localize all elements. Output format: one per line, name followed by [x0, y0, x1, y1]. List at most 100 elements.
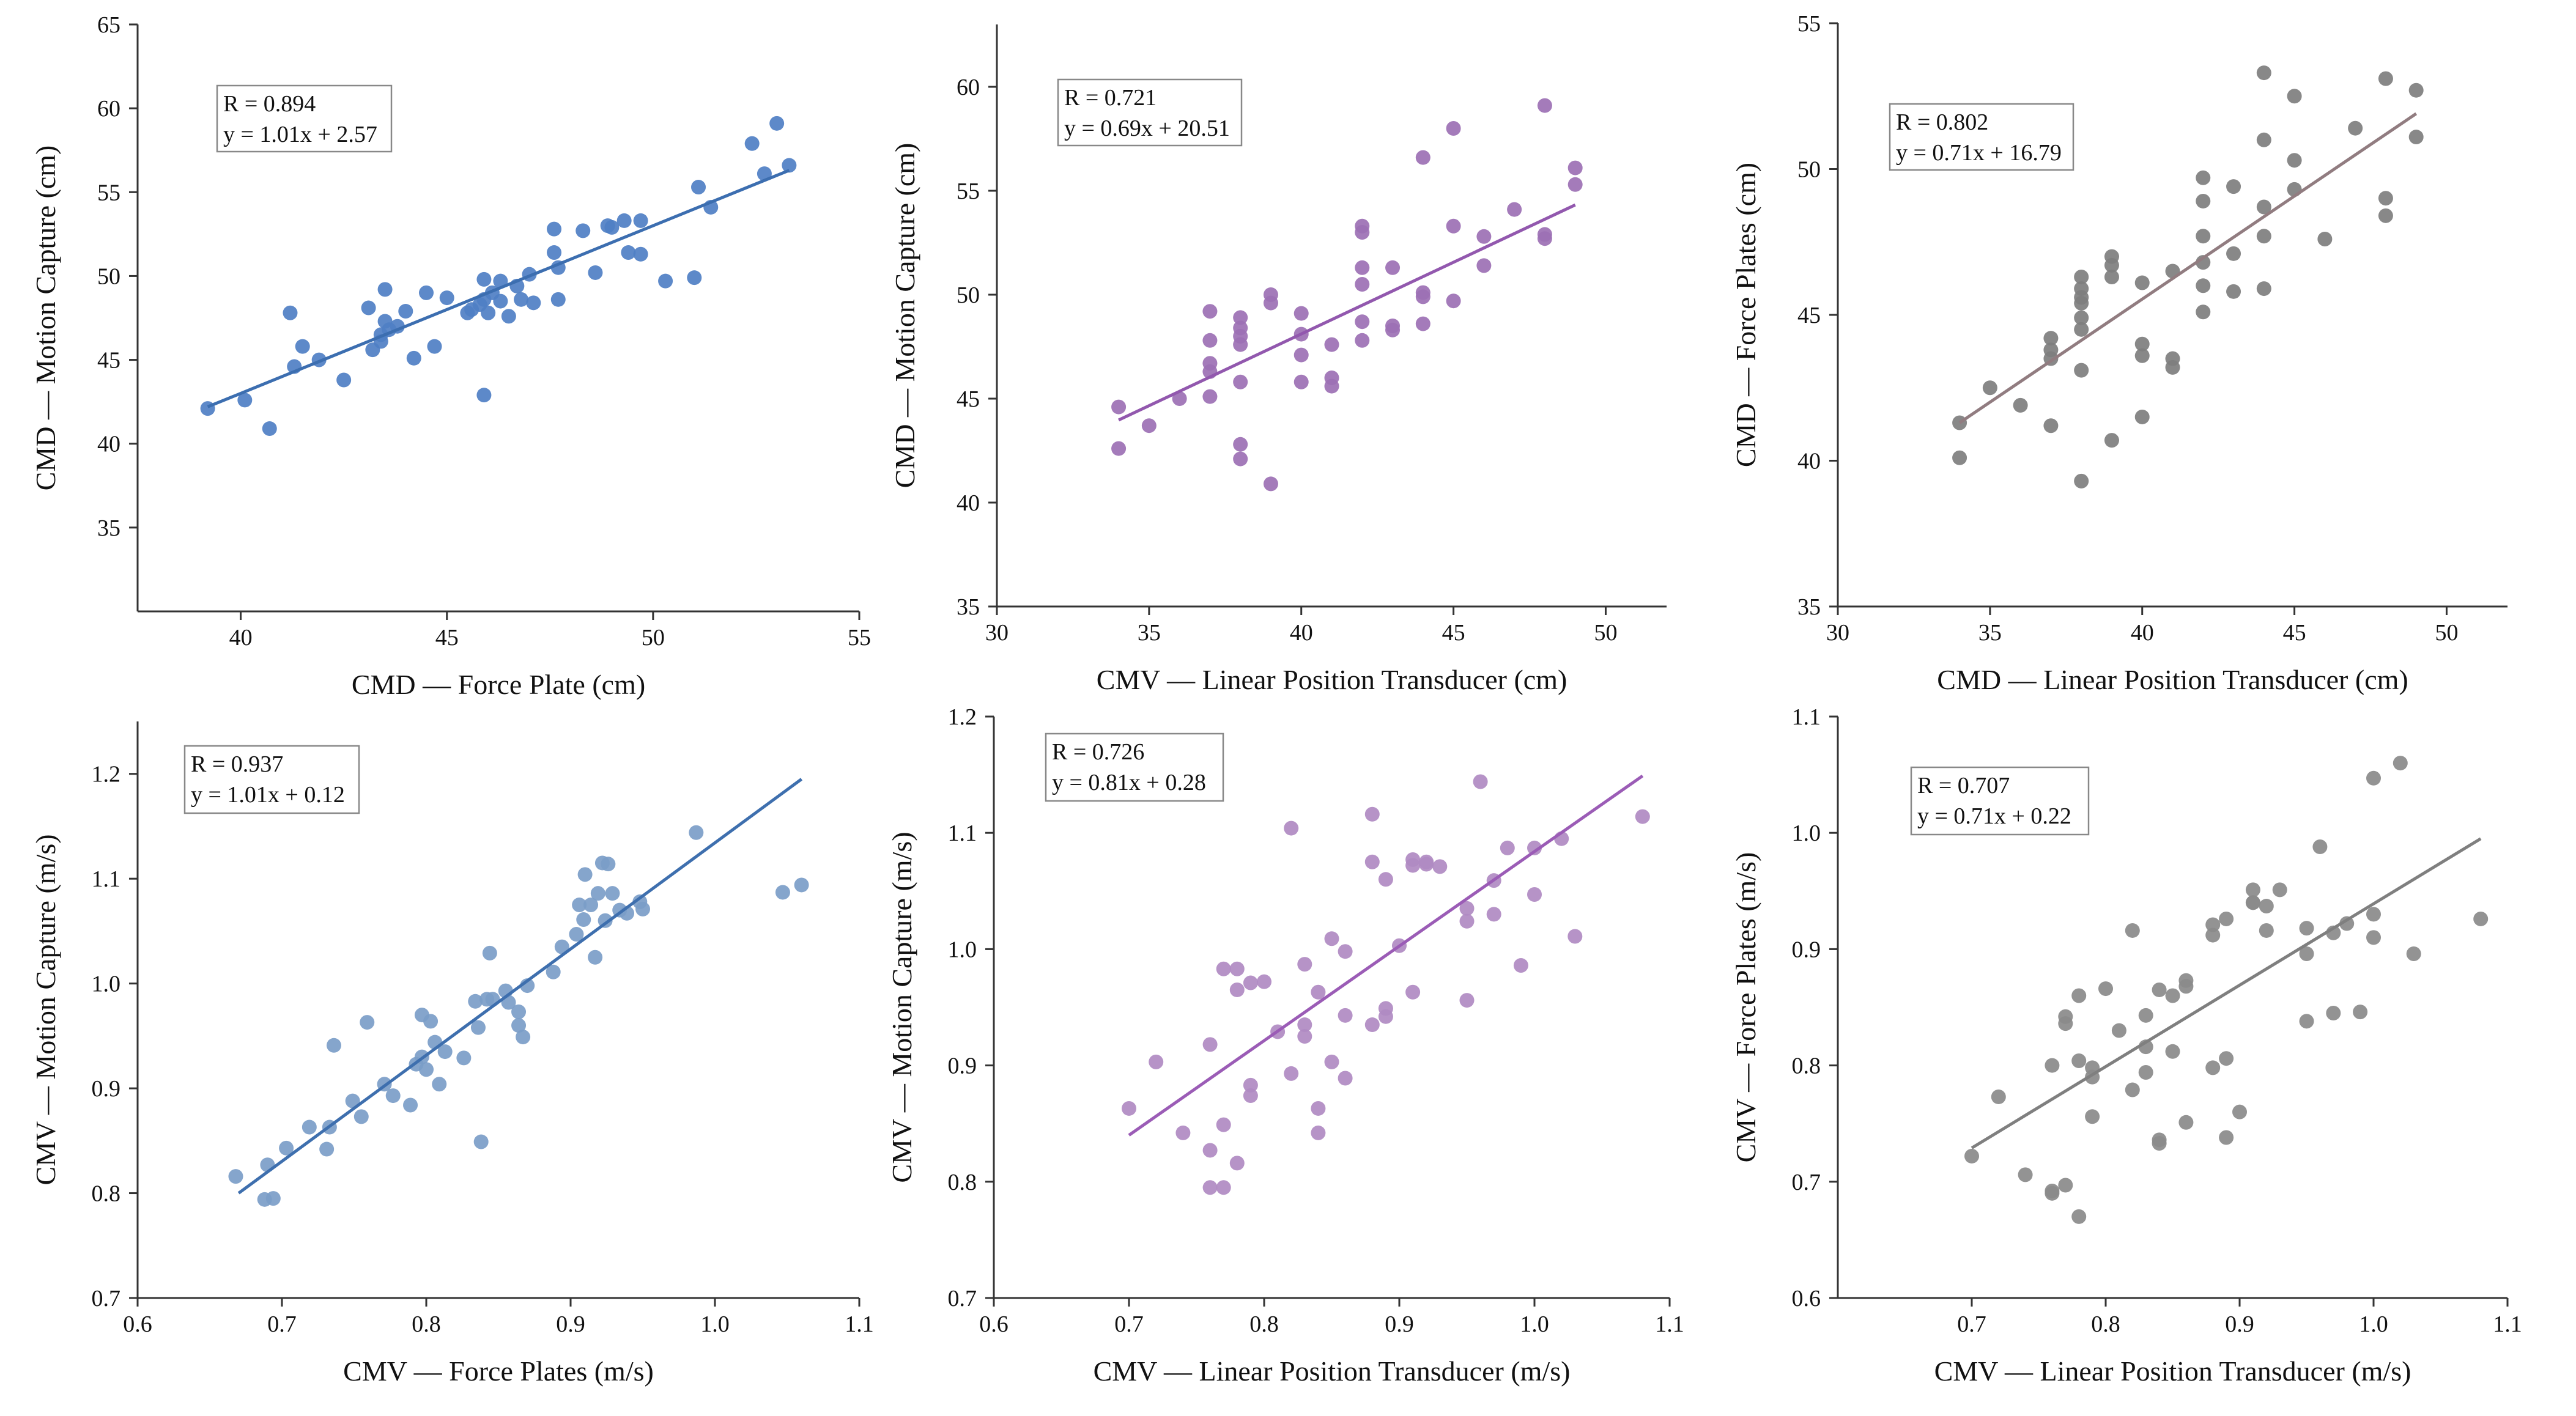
scatter-point [1537, 231, 1552, 246]
scatter-point [2378, 71, 2393, 86]
scatter-point [2353, 1005, 2368, 1020]
x-tick-label: 0.7 [267, 1311, 297, 1337]
scatter-point [2074, 295, 2089, 311]
scatter-point [633, 246, 648, 262]
scatter-point [598, 913, 613, 928]
equation-label: y = 0.81x + 0.28 [1052, 770, 1206, 795]
x-tick-label: 0.8 [1249, 1311, 1279, 1337]
scatter-point [769, 116, 785, 131]
y-tick-label: 50 [97, 264, 120, 289]
x-tick-label: 45 [2283, 620, 2306, 646]
scatter-point [2152, 1136, 2167, 1151]
correlation-label: R = 0.721 [1064, 85, 1157, 111]
chart-svg: 40 45 50 55 35 40 45 50 55 60 65 CMD — Force Plate … [30, 12, 871, 700]
correlation-label: R = 0.802 [1896, 109, 1988, 135]
scatter-point [423, 1014, 439, 1029]
scatter-point [2104, 257, 2119, 273]
scatter-point [1202, 1037, 1218, 1052]
scatter-point [1257, 974, 1271, 989]
x-axis-title: CMV — Force Plates (m/s) [343, 1355, 654, 1387]
x-tick-label: 1.1 [845, 1311, 874, 1337]
y-tick-label: 1.1 [948, 820, 977, 846]
x-tick-label: 0.9 [1385, 1311, 1414, 1337]
scatter-point [2226, 179, 2241, 194]
chart-svg: 0.6 0.7 0.8 0.9 1.0 1.10.70.80.91.01.11.2CMV … [30, 721, 874, 1387]
scatter-point [2366, 907, 2381, 922]
scatter-point [1419, 857, 1434, 872]
stats-annotation: R = 0.721 y = 0.69x + 20.51 [1057, 78, 1243, 147]
scatter-point [2226, 284, 2241, 299]
scatter-point [2138, 1008, 2153, 1023]
scatter-point [583, 898, 599, 913]
x-axis-title: CMD — Force Plate (cm) [352, 669, 645, 700]
y-tick-label: 0.7 [1792, 1170, 1821, 1195]
scatter-point [2312, 839, 2328, 855]
scatter-point [514, 292, 529, 307]
scatter-point [295, 339, 310, 354]
x-axis-title: CMD — Linear Position Transducer (cm) [1937, 664, 2408, 695]
scatter-point [432, 1077, 447, 1092]
regression-line [237, 778, 803, 1195]
scatter-point [2104, 269, 2119, 284]
x-tick-label: 1.0 [1520, 1311, 1549, 1337]
scatter-point [2205, 1060, 2221, 1075]
scatter-point [1233, 437, 1248, 452]
correlation-label: R = 0.894 [223, 91, 316, 117]
y-tick-label: 1.1 [1792, 704, 1821, 730]
scatter-point [2219, 911, 2234, 926]
scatter-point [2299, 1014, 2314, 1029]
scatter-point [569, 927, 584, 942]
scatter-point [1111, 441, 1127, 456]
scatter-point [385, 1088, 401, 1104]
scatter-point [1507, 202, 1522, 217]
scatter-point [1476, 229, 1492, 244]
scatter-point [1202, 333, 1218, 348]
scatter-point [2232, 1104, 2247, 1119]
scatter-point [1415, 150, 1430, 165]
y-tick-label: 0.9 [1792, 937, 1821, 962]
scatter-point [2256, 229, 2271, 244]
scatter-point [1263, 295, 1278, 311]
scatter-point [2378, 208, 2393, 223]
y-tick-label: 55 [957, 179, 980, 204]
scatter-point [456, 1050, 472, 1066]
scatter-point [262, 421, 277, 437]
y-tick-label: 0.7 [948, 1286, 977, 1311]
scatter-point [550, 292, 566, 307]
scatter-point [744, 136, 760, 151]
equation-label: y = 1.01x + 0.12 [191, 782, 345, 808]
y-tick-label: 1.2 [948, 704, 977, 730]
x-tick-label: 0.6 [123, 1311, 152, 1337]
scatter-point [621, 245, 636, 260]
scatter-point [1415, 316, 1430, 331]
scatter-point [1233, 310, 1248, 325]
scatter-point [2104, 433, 2119, 448]
scatter-point [1355, 314, 1370, 330]
scatter-point [2408, 83, 2424, 98]
scatter-point [473, 1134, 489, 1149]
y-tick-label: 45 [957, 386, 980, 412]
scatter-point [1229, 982, 1245, 997]
scatter-point [2259, 923, 2274, 938]
scatter-point [2219, 1051, 2234, 1066]
scatter-point [547, 221, 562, 237]
scatter-point [419, 1062, 434, 1077]
stats-annotation: R = 0.894 y = 1.01x + 2.57 [216, 84, 393, 153]
scatter-point [353, 1109, 369, 1124]
y-tick-label: 45 [1797, 303, 1821, 328]
y-tick-label: 50 [1797, 157, 1821, 183]
x-axis-title: CMV — Linear Position Transducer (cm) [1097, 664, 1567, 695]
scatter-point [2058, 1178, 2073, 1193]
scatter-point [2165, 988, 2180, 1003]
scatter-point [2134, 275, 2150, 290]
scatter-point [1202, 1143, 1218, 1158]
x-tick-label: 1.1 [2493, 1311, 2522, 1337]
equation-label: y = 0.71x + 0.22 [1917, 803, 2071, 829]
scatter-point [2165, 1044, 2180, 1059]
scatter-point [2287, 153, 2302, 168]
regression-line [1118, 203, 1576, 422]
x-tick-label: 50 [642, 625, 665, 651]
scatter-point [1294, 374, 1309, 389]
scatter-point [1364, 806, 1380, 822]
